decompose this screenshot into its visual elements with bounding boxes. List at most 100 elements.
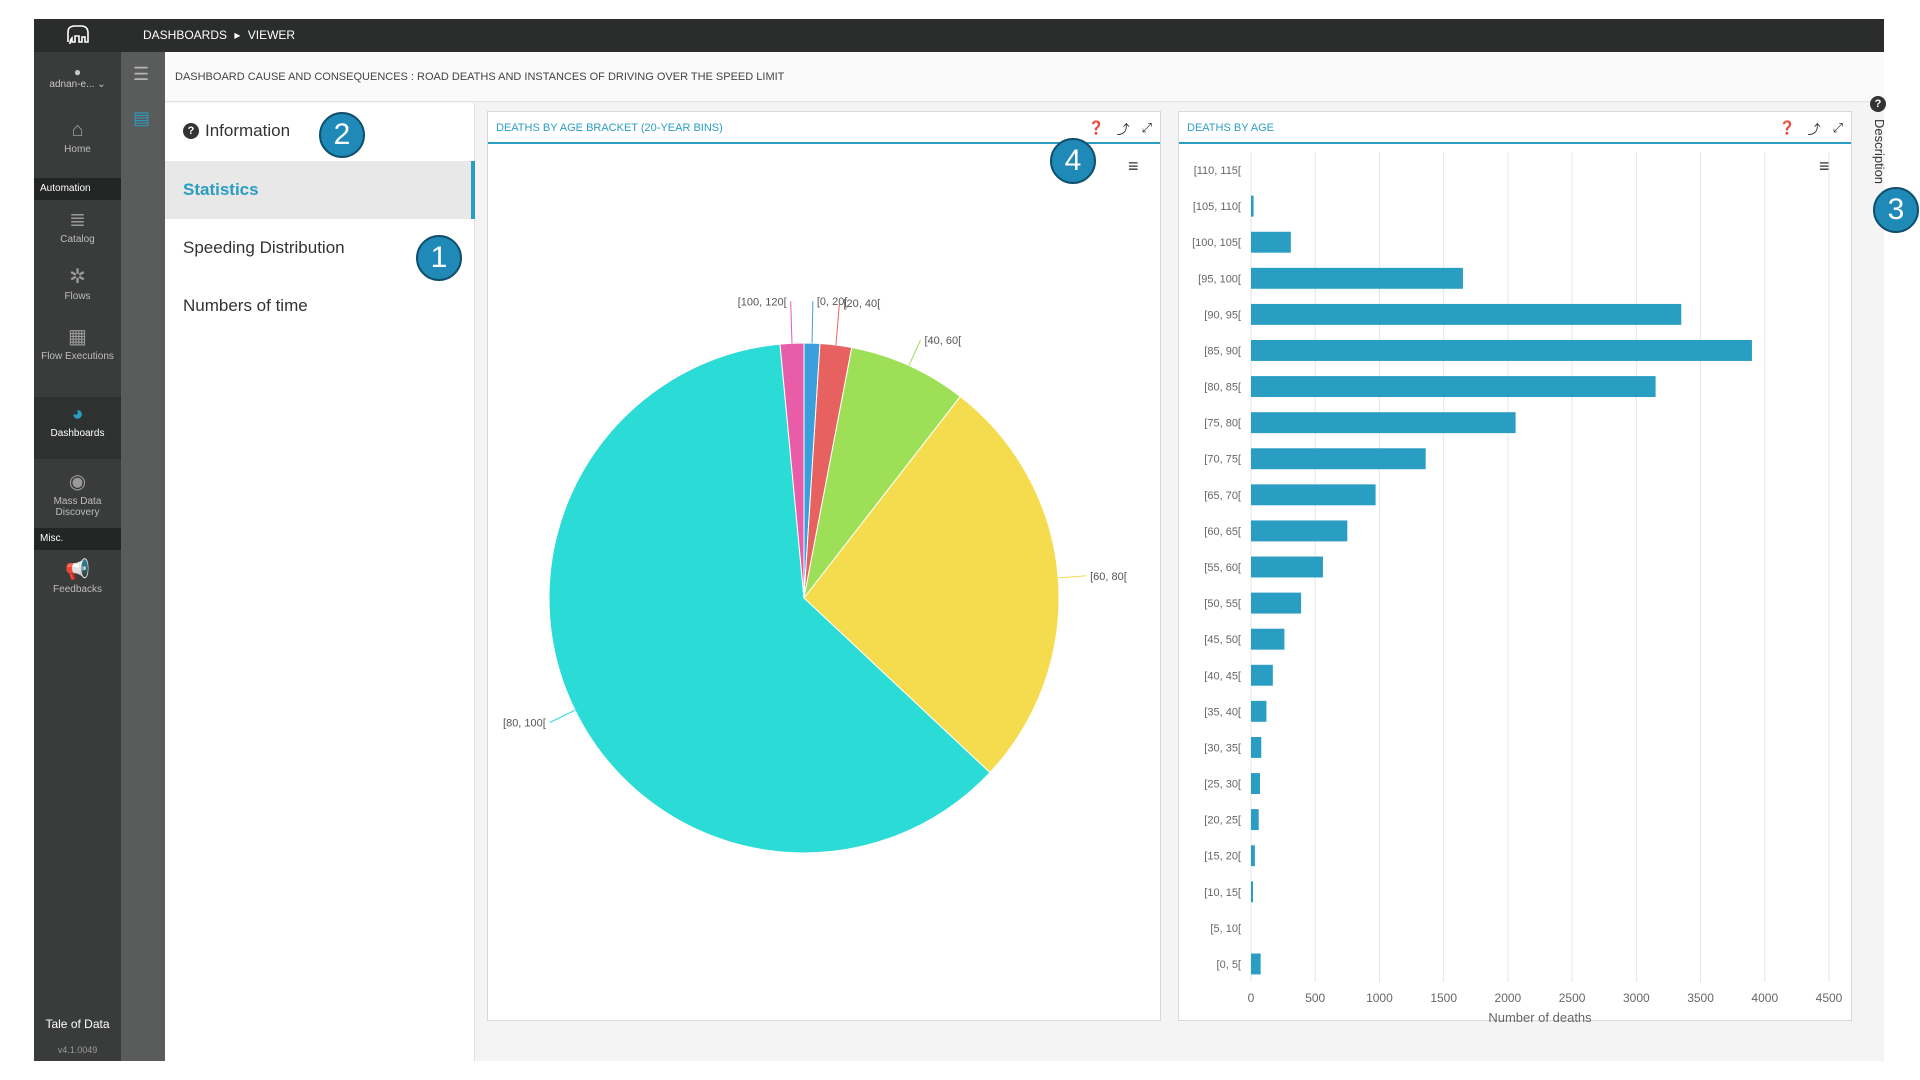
nav-catalog[interactable]: ≣ Catalog [34,207,121,245]
y-tick-label: [95, 100[ [1198,273,1241,285]
bar[interactable] [1251,953,1261,975]
user-menu[interactable]: ● adnan-e... ⌄ [34,65,121,90]
share-icon[interactable]: ⤴ [1807,121,1821,137]
breadcrumb-dashboards[interactable]: DASHBOARDS [143,28,228,42]
bar-chart-tools: ❓ ⤴ ⤢ [1779,112,1843,144]
bar[interactable] [1251,303,1682,325]
expand-icon[interactable]: ⤢ [1832,120,1843,135]
nav-home-label: Home [64,144,91,155]
y-tick-label: [70, 75[ [1204,454,1241,466]
megaphone-icon: 📢 [65,559,90,581]
annotation-badge-2: 2 [319,112,365,158]
bar[interactable] [1251,484,1376,506]
y-tick-label: [105, 110[ [1193,201,1241,213]
bar[interactable] [1251,267,1463,289]
nav-dashboards[interactable]: ◕ Dashboards [34,397,121,459]
description-tab[interactable]: Description [1872,119,1887,185]
help-icon[interactable]: ❓ [1779,120,1796,135]
bar[interactable] [1251,628,1285,650]
menu-item-statistics[interactable]: Statistics [165,161,475,219]
x-tick-label: 4000 [1751,991,1778,1005]
nav-home[interactable]: ⌂ Home [34,119,121,155]
nav-flow-executions[interactable]: ▦ Flow Executions [34,324,121,362]
bar[interactable] [1251,881,1253,903]
pie-slice-label: [100, 120[ [738,296,787,308]
y-tick-label: [75, 80[ [1204,418,1241,430]
x-tick-label: 3500 [1687,991,1714,1005]
x-tick-label: 1000 [1366,991,1393,1005]
x-tick-label: 3000 [1623,991,1650,1005]
secondary-toolbar: ☰ ▤ [121,52,165,1061]
chart-menu-icon[interactable]: ≡ [1819,156,1830,176]
share-icon[interactable]: ⤴ [1116,121,1130,137]
description-help-icon[interactable]: ? [1870,96,1886,112]
bar[interactable] [1251,736,1262,758]
y-tick-label: [65, 70[ [1204,490,1241,502]
pie-label-connector [835,303,840,346]
nav-flows[interactable]: ✲ Flows [34,264,121,302]
annotation-badge-4: 4 [1050,138,1096,184]
bar[interactable] [1251,809,1259,831]
calendar-clock-icon: ▦ [68,326,87,348]
y-tick-label: [50, 55[ [1204,598,1241,610]
bar[interactable] [1251,520,1348,542]
bar[interactable] [1251,231,1291,253]
x-tick-label: 0 [1248,991,1255,1005]
y-tick-label: [20, 25[ [1204,815,1241,827]
help-icon[interactable]: ❓ [1088,120,1105,135]
breadcrumb-separator-icon: ▸ [234,28,241,42]
y-tick-label: [45, 50[ [1204,634,1241,646]
list-icon[interactable]: ☰ [133,64,150,84]
bar[interactable] [1251,845,1255,867]
y-tick-label: [85, 90[ [1204,345,1241,357]
x-tick-label: 1500 [1430,991,1457,1005]
pie-chart-tools: ❓ ⤴ ⤢ [1088,112,1152,144]
pie-label-connector [811,301,814,344]
bar-chart: 0 500 1000 1500 2000 2500 3000 3500 4000 4500 [110… [1192,152,1843,1022]
bar[interactable] [1251,773,1260,794]
pie-slice-label: [40, 60[ [924,335,961,347]
annotation-badge-1: 1 [416,235,462,281]
bar[interactable] [1251,195,1254,217]
y-tick-label: [0, 5[ [1217,959,1241,971]
bar[interactable] [1251,556,1323,578]
y-tick-label: [5, 10[ [1210,923,1241,935]
nav-feedbacks[interactable]: 📢 Feedbacks [34,557,121,595]
nav-flow-executions-label: Flow Executions [41,351,114,362]
nav-dashboards-label: Dashboards [50,428,105,439]
y-tick-label: [15, 20[ [1204,851,1241,863]
y-tick-label: [25, 30[ [1204,779,1241,791]
pie-slice[interactable] [779,342,805,599]
pie-chart-title: DEATHS BY AGE BRACKET (20-YEAR BINS) [488,112,1160,144]
bar[interactable] [1251,592,1302,614]
pie-chart-panel: DEATHS BY AGE BRACKET (20-YEAR BINS) ❓ ⤴… [487,111,1161,1021]
brand-name: Tale of Data [45,1017,110,1031]
pie-label-connector [1058,575,1087,579]
pie-slice[interactable] [548,343,991,854]
dashboard-layout-icon[interactable]: ▤ [133,108,151,128]
bar[interactable] [1251,376,1656,398]
y-tick-label: [60, 65[ [1204,526,1241,538]
expand-icon[interactable]: ⤢ [1141,120,1152,135]
information-label: Information [205,121,291,140]
pie-slice[interactable] [803,346,961,599]
app-logo[interactable] [34,19,121,52]
bar[interactable] [1251,664,1273,686]
bar[interactable] [1251,412,1516,434]
bar[interactable] [1251,700,1267,722]
pie-label-connector [549,709,576,723]
nav-mass-data-discovery[interactable]: ◉ Mass Data Discovery [34,469,121,518]
information-header[interactable]: ? Information [183,121,290,141]
menu-item-speeding-distribution[interactable]: Speeding Distribution [183,238,345,257]
x-tick-label: 4500 [1816,991,1843,1005]
bar[interactable] [1251,340,1752,361]
y-tick-label: [100, 105[ [1192,237,1241,249]
bar[interactable] [1251,448,1426,470]
chart-menu-icon[interactable]: ≡ [1128,156,1139,176]
breadcrumb: DASHBOARDS ▸ VIEWER [121,19,1884,52]
dashboard-title: DASHBOARD CAUSE AND CONSEQUENCES : ROAD … [165,52,1884,102]
bar-chart-title: DEATHS BY AGE [1179,112,1851,144]
dashboard-icon: ◕ [71,403,84,425]
x-tick-label: 2000 [1495,991,1522,1005]
menu-item-numbers-of-time[interactable]: Numbers of time [183,296,308,315]
